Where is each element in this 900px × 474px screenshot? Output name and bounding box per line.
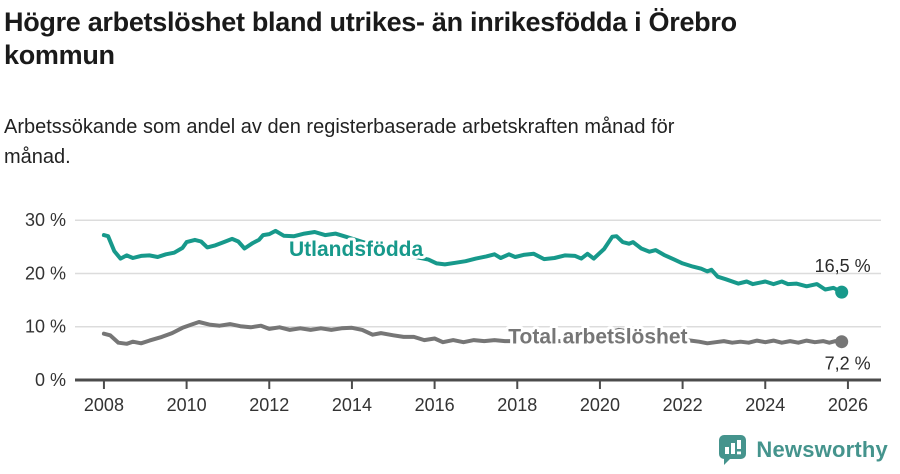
x-axis-tick-label: 2008: [84, 395, 124, 415]
y-axis-tick-label: 10 %: [25, 317, 66, 337]
series-label-total-arbetsloshet: Total arbetslöshet: [508, 325, 687, 348]
x-axis-tick-label: 2016: [415, 395, 455, 415]
series-end-value-utlandsfodda: 16,5 %: [815, 256, 871, 276]
chart-title-line2: kommun: [4, 40, 115, 70]
newsworthy-logo-icon: [719, 435, 747, 465]
line-chart: 0 % 10 % 20 % 30 % 2008 2010 2012 2014 2016 2018 2…: [25, 210, 881, 415]
x-axis-tick-label: 2012: [249, 395, 289, 415]
chart-subtitle: Arbetssökande som andel av den registerb…: [4, 112, 864, 172]
chart-title: Högre arbetslöshet bland utrikes- än inr…: [4, 6, 884, 72]
x-axis-tick-label: 2024: [745, 395, 785, 415]
y-axis-tick-label: 20 %: [25, 263, 66, 283]
x-axis-tick-label: 2026: [828, 395, 868, 415]
x-axis-tick-label: 2022: [663, 395, 703, 415]
chart-subtitle-line1: Arbetssökande som andel av den registerb…: [4, 116, 675, 138]
series-end-value-total-arbetsloshet: 7,2 %: [825, 354, 871, 374]
y-axis-tick-label: 0 %: [35, 370, 66, 390]
chart-subtitle-line2: månad.: [4, 146, 71, 168]
newsworthy-attribution[interactable]: Newsworthy: [718, 434, 888, 466]
x-axis-tick-label: 2014: [332, 395, 372, 415]
series-line-total-arbetsloshet: [101, 320, 844, 346]
y-axis-tick-label: 30 %: [25, 210, 66, 230]
series-label-utlandsfodda: Utlandsfödda: [289, 238, 423, 261]
series-end-dot-total-arbetsloshet: [835, 335, 849, 349]
x-axis-tick-label: 2020: [580, 395, 620, 415]
x-axis-tick-label: 2010: [167, 395, 207, 415]
x-axis-tick-label: 2018: [497, 395, 537, 415]
series-line-utlandsfodda: [101, 228, 844, 295]
newsworthy-wordmark: Newsworthy: [756, 437, 888, 462]
chart-title-line1: Högre arbetslöshet bland utrikes- än inr…: [4, 7, 737, 37]
series-end-dot-utlandsfodda: [835, 285, 849, 299]
